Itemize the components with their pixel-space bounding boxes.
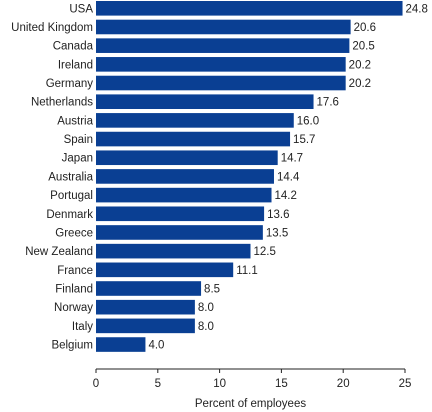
value-label-12: 13.5	[266, 227, 288, 239]
value-label-10: 14.2	[275, 190, 297, 202]
bar-5	[96, 94, 314, 109]
bar-9	[96, 169, 274, 184]
x-tick-label-15: 15	[275, 378, 288, 390]
value-label-8: 14.7	[281, 153, 303, 165]
category-label-11: Denmark	[46, 209, 93, 221]
category-label-9: Australia	[48, 171, 93, 183]
category-label-3: Ireland	[58, 59, 93, 71]
value-label-15: 8.5	[204, 284, 220, 296]
bar-8	[96, 150, 278, 166]
category-label-5: Netherlands	[31, 97, 93, 109]
value-label-0: 24.8	[406, 3, 428, 15]
bar-1	[96, 19, 351, 35]
value-label-4: 20.2	[349, 78, 371, 90]
category-label-13: New Zealand	[25, 246, 93, 258]
category-label-0: USA	[69, 3, 93, 15]
x-tick-label-5: 5	[155, 378, 161, 390]
bar-18	[96, 337, 146, 352]
x-axis-ticks: 0 5 10 15 20 25	[93, 369, 412, 390]
bar-13	[96, 243, 251, 259]
category-label-10: Portugal	[50, 190, 93, 202]
category-label-17: Italy	[72, 321, 93, 333]
value-label-1: 20.6	[354, 22, 376, 34]
bars-group	[96, 1, 403, 352]
category-label-18: Belgium	[51, 340, 93, 352]
value-label-6: 16.0	[297, 115, 319, 127]
value-label-3: 20.2	[349, 59, 371, 71]
category-label-8: Japan	[62, 153, 93, 165]
x-axis-title: Percent of employees	[195, 398, 306, 410]
bar-4	[96, 75, 346, 91]
value-label-2: 20.5	[352, 41, 374, 53]
category-label-15: Finland	[55, 284, 93, 296]
value-label-5: 17.6	[317, 97, 339, 109]
bar-7	[96, 131, 291, 147]
x-tick-label-25: 25	[399, 378, 412, 390]
category-label-1: United Kingdom	[11, 22, 93, 34]
bar-17	[96, 318, 195, 334]
bar-6	[96, 113, 294, 128]
category-label-12: Greece	[55, 227, 93, 239]
bar-14	[96, 262, 234, 278]
category-label-6: Austria	[57, 115, 93, 127]
bar-10	[96, 187, 272, 203]
value-label-17: 8.0	[198, 321, 214, 333]
bar-11	[96, 206, 265, 222]
x-tick-label-0: 0	[93, 378, 99, 390]
value-label-18: 4.0	[148, 340, 164, 352]
category-label-7: Spain	[64, 134, 93, 146]
category-label-4: Germany	[46, 78, 94, 90]
category-label-2: Canada	[53, 41, 94, 53]
bar-12	[96, 225, 263, 240]
bar-2	[96, 38, 350, 53]
value-label-7: 15.7	[293, 134, 315, 146]
value-label-16: 8.0	[198, 302, 214, 314]
value-label-14: 11.1	[236, 265, 258, 277]
x-tick-label-20: 20	[337, 378, 350, 390]
value-label-13: 12.5	[254, 246, 276, 258]
x-tick-label-10: 10	[213, 378, 226, 390]
value-label-11: 13.6	[267, 209, 289, 221]
category-label-14: France	[57, 265, 93, 277]
bar-3	[96, 57, 346, 72]
value-label-9: 14.4	[277, 171, 300, 183]
category-labels: USA United Kingdom Canada Ireland Germany Net…	[11, 3, 93, 351]
bar-15	[96, 281, 202, 296]
value-labels: 24.8 20.6 20.5 20.2 20.2 17.6 16.0 15.7 14.7 14.4…	[148, 3, 427, 351]
bar-16	[96, 299, 195, 315]
bar-0	[96, 1, 403, 16]
category-label-16: Norway	[54, 302, 93, 314]
